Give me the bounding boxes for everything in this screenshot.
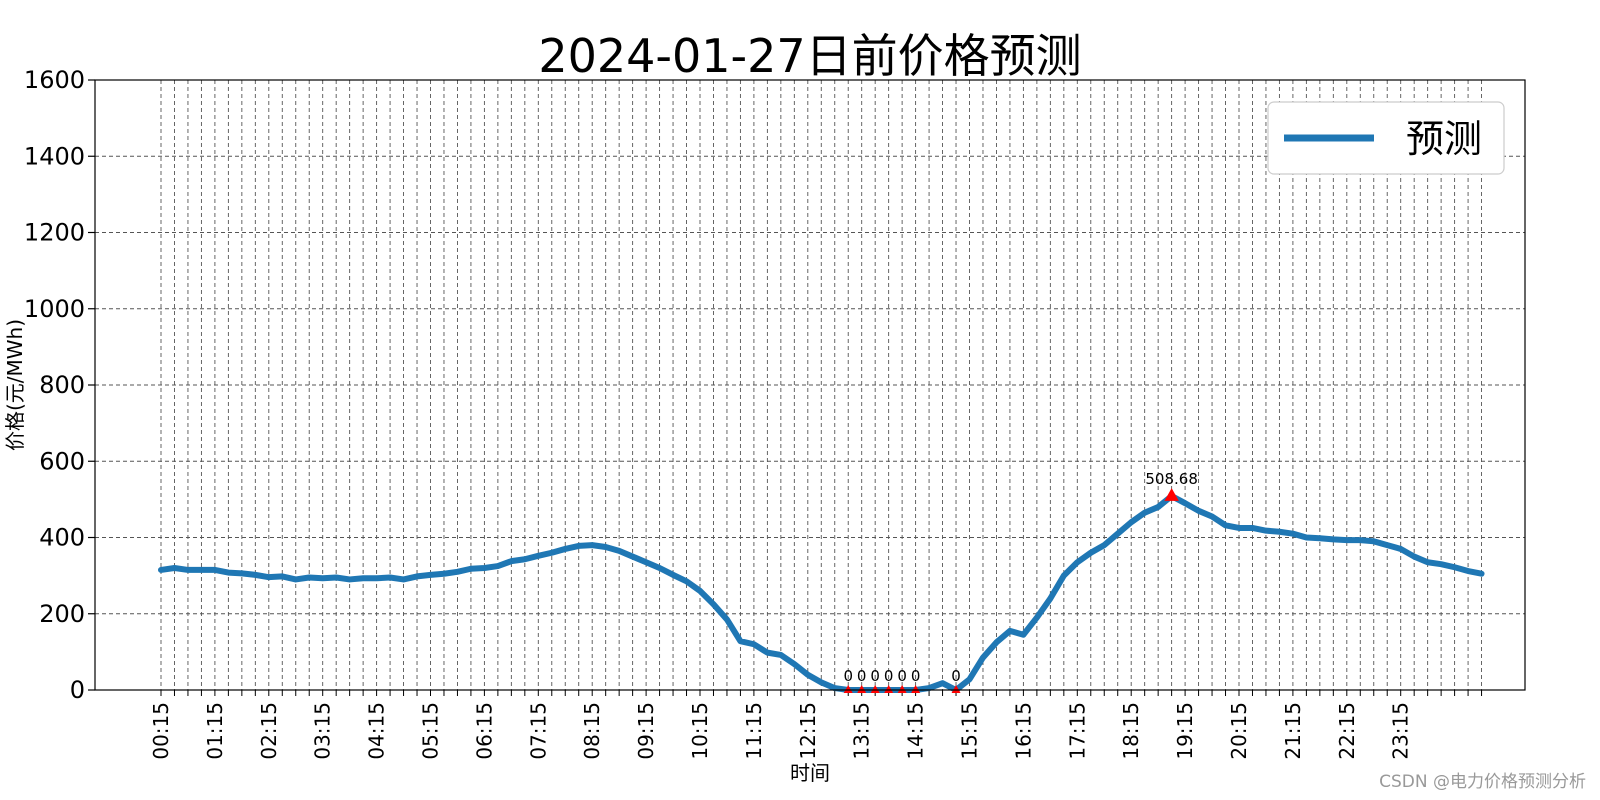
x-tick-label: 14:15	[904, 702, 928, 760]
x-tick-label: 15:15	[958, 702, 982, 760]
zero-annotation-label: 0	[911, 667, 921, 685]
zero-marker	[857, 685, 867, 693]
y-tick-label: 600	[39, 447, 85, 475]
zero-annotation-label: 0	[870, 667, 880, 685]
zero-marker	[897, 685, 907, 693]
zero-annotation-label: 0	[857, 667, 867, 685]
x-tick-label: 03:15	[311, 702, 335, 760]
zero-marker	[951, 685, 961, 693]
x-tick-label: 17:15	[1065, 702, 1089, 760]
zero-annotation-label: 0	[951, 667, 961, 685]
x-tick-label: 07:15	[526, 702, 550, 760]
zero-marker	[870, 685, 880, 693]
zero-marker	[911, 685, 921, 693]
y-tick-label: 1600	[24, 66, 85, 94]
series-line-forecast	[158, 493, 1485, 693]
plot-frame	[94, 79, 1526, 691]
x-tick-label: 20:15	[1227, 702, 1251, 760]
x-tick-label: 16:15	[1011, 702, 1035, 760]
x-tick-label: 05:15	[419, 702, 443, 760]
max-marker	[1164, 488, 1179, 501]
series-layer	[158, 493, 1485, 693]
x-tick-label: 04:15	[365, 702, 389, 760]
zero-marker	[884, 685, 894, 693]
x-tick-label: 13:15	[850, 702, 874, 760]
x-tick-label: 02:15	[257, 702, 281, 760]
x-tick-label: 08:15	[580, 702, 604, 760]
y-tick-label: 800	[39, 371, 85, 399]
x-tick-label: 01:15	[203, 702, 227, 760]
legend-box	[1267, 101, 1505, 175]
x-axis-label: 时间	[790, 761, 830, 785]
legend: 预测	[1267, 101, 1505, 175]
y-tick-label: 1000	[24, 295, 85, 323]
y-axis-label: 价格(元/MWh)	[3, 319, 27, 451]
y-tick-label: 0	[70, 676, 85, 704]
x-tick-label: 18:15	[1119, 702, 1143, 760]
y-axis-ticks: 0 200 400 600 800 1000 1200 1400 1600	[24, 66, 95, 704]
watermark: CSDN @电力价格预测分析	[1379, 772, 1586, 792]
chart-title: 2024-01-27日前价格预测	[538, 29, 1081, 83]
x-tick-label: 19:15	[1173, 702, 1197, 760]
y-tick-label: 1400	[24, 142, 85, 170]
zero-annotation-label: 0	[843, 667, 853, 685]
zero-annotation-label: 0	[897, 667, 907, 685]
x-axis-ticks: 00:15 01:15 02:15 03:15 04:15 05:15 06:15 07:15…	[149, 690, 1483, 760]
x-tick-label: 23:15	[1389, 702, 1413, 760]
zero-marker	[843, 685, 853, 693]
x-tick-label: 12:15	[796, 702, 820, 760]
x-tick-label: 22:15	[1335, 702, 1359, 760]
legend-label-forecast: 预测	[1406, 117, 1482, 161]
max-annotation-label: 508.68	[1145, 470, 1198, 488]
x-tick-label: 21:15	[1281, 702, 1305, 760]
x-tick-label: 11:15	[742, 702, 766, 760]
x-tick-label: 10:15	[688, 702, 712, 760]
y-tick-label: 400	[39, 524, 85, 552]
grid-lines	[95, 80, 1525, 690]
x-tick-label: 00:15	[149, 702, 173, 760]
zero-annotation-label: 0	[884, 667, 894, 685]
y-tick-label: 1200	[24, 219, 85, 247]
x-tick-label: 06:15	[472, 702, 496, 760]
x-tick-label: 09:15	[634, 702, 658, 760]
y-tick-label: 200	[39, 600, 85, 628]
